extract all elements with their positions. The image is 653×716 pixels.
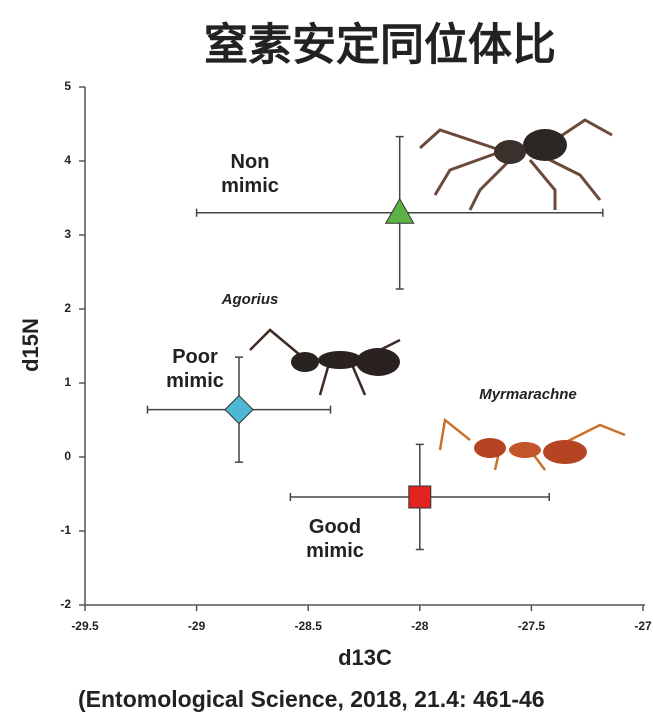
x-tick-label: -28 [411, 619, 429, 633]
y-tick-label: 0 [64, 449, 71, 463]
page: 窒素安定同位体比 d15N d13C (Entomological Scienc… [0, 0, 653, 716]
y-tick-label: 2 [64, 301, 71, 315]
y-tick-label: 4 [64, 153, 71, 167]
y-tick-label: 5 [64, 79, 71, 93]
x-axis-label: d13C [338, 645, 392, 670]
series-label: Good mimic [290, 515, 380, 563]
marker [386, 199, 414, 224]
source: (Entomological Science, 2018, 21.4: 461-… [78, 686, 545, 712]
series-label: Non mimic [205, 150, 295, 198]
annotation: Myrmarachne [479, 386, 577, 403]
marker [225, 396, 253, 424]
y-tick-label: 1 [64, 375, 71, 389]
annotation: Agorius [221, 291, 279, 308]
ant-illustration [440, 420, 625, 470]
y-axis-label: d15N [18, 318, 43, 372]
marker [409, 486, 431, 508]
series-label: Poor mimic [150, 345, 240, 393]
y-tick-label: 3 [64, 227, 71, 241]
x-tick-label: -27.5 [518, 619, 546, 633]
spider-illustration [420, 120, 612, 210]
x-tick-label: -28.5 [295, 619, 323, 633]
y-tick-label: -2 [60, 597, 71, 611]
y-tick-label: -1 [60, 523, 71, 537]
chart-title: 窒素安定同位体比 [204, 21, 556, 70]
x-tick-label: -29.5 [71, 619, 99, 633]
x-tick-label: -27 [634, 619, 652, 633]
chart: 窒素安定同位体比 d15N d13C (Entomological Scienc… [0, 0, 653, 716]
ant-illustration [250, 330, 400, 395]
x-tick-label: -29 [188, 619, 206, 633]
